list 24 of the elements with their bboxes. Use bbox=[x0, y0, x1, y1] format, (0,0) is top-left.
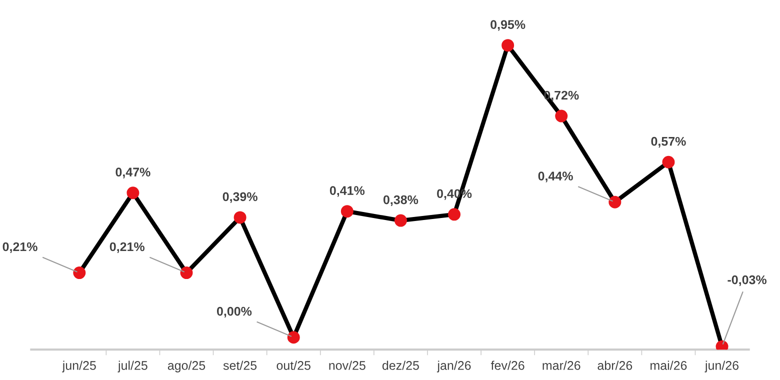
x-tick-label: jan/26 bbox=[436, 360, 471, 372]
x-tick-label: abr/26 bbox=[598, 360, 632, 370]
x-tick-label: out/25 bbox=[276, 360, 310, 370]
data-label: 0,38% bbox=[383, 195, 418, 206]
x-tick-label: jun/26 bbox=[704, 360, 739, 372]
data-label: 0,00% bbox=[216, 306, 252, 318]
data-label: 0,44% bbox=[538, 172, 573, 182]
x-tick-label: mar/26 bbox=[542, 360, 580, 370]
x-tick-label: fev/26 bbox=[490, 360, 524, 370]
data-label: 0,41% bbox=[330, 186, 365, 197]
data-label: 0,21% bbox=[110, 242, 145, 253]
x-tick-label: dez/25 bbox=[382, 360, 419, 370]
x-tick-label: ago/25 bbox=[168, 360, 206, 372]
data-label: -0,03% bbox=[728, 275, 766, 286]
data-label: 0,57% bbox=[651, 136, 686, 148]
data-label: 0,47% bbox=[116, 168, 150, 178]
x-tick-label: mai/26 bbox=[650, 360, 687, 370]
x-tick-label: jun/25 bbox=[62, 360, 96, 372]
x-tick-label: set/25 bbox=[223, 360, 257, 370]
x-tick-label: jul/25 bbox=[118, 360, 148, 372]
x-tick-label: nov/25 bbox=[329, 360, 366, 370]
data-label: 0,39% bbox=[222, 192, 258, 203]
data-label: 0,21% bbox=[2, 242, 38, 253]
data-label: 0,95% bbox=[490, 20, 526, 31]
